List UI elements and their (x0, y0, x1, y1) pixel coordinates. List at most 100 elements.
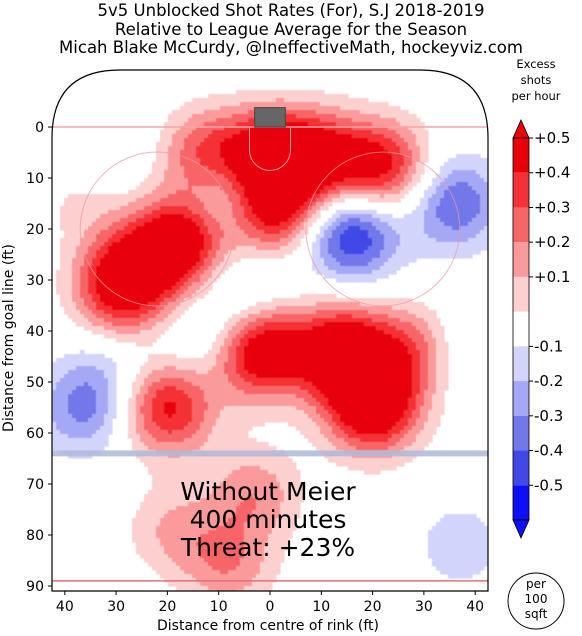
heat-cell (308, 162, 313, 167)
heat-cell (116, 278, 121, 283)
heat-cell (260, 182, 265, 187)
heat-cell (288, 314, 293, 319)
heat-cell (216, 138, 221, 143)
heat-cell (244, 230, 249, 235)
heat-cell (76, 214, 81, 219)
heat-cell (288, 190, 293, 195)
heat-cell (196, 138, 201, 143)
heat-cell (372, 326, 377, 331)
heat-cell (244, 194, 249, 199)
heat-cell (112, 214, 117, 219)
heat-cell (340, 254, 345, 259)
heat-cell (224, 350, 229, 355)
heat-cell (300, 142, 305, 147)
heat-cell (120, 298, 125, 303)
heat-cell (100, 254, 105, 259)
heat-cell (56, 290, 61, 295)
heat-cell (64, 238, 69, 243)
heat-cell (220, 194, 225, 199)
heat-cell (348, 298, 353, 303)
heat-cell (292, 306, 297, 311)
heat-cell (340, 302, 345, 307)
heat-cell (204, 182, 209, 187)
heat-cell (352, 250, 357, 255)
heat-cell (256, 174, 261, 179)
heat-cell (148, 282, 153, 287)
heat-cell (444, 206, 449, 211)
heat-cell (240, 314, 245, 319)
heat-cell (200, 290, 205, 295)
heat-cell (388, 330, 393, 335)
heat-cell (292, 298, 297, 303)
heat-cell (232, 322, 237, 327)
heat-cell (316, 342, 321, 347)
heat-cell (412, 222, 417, 227)
heat-cell (88, 290, 93, 295)
heat-cell (212, 134, 217, 139)
heat-cell (280, 250, 285, 255)
heat-cell (184, 110, 189, 115)
heat-cell (220, 162, 225, 167)
heat-cell (164, 254, 169, 259)
heat-cell (228, 190, 233, 195)
heat-cell (96, 210, 101, 215)
heat-cell (348, 210, 353, 215)
heat-cell (404, 214, 409, 219)
heat-cell (128, 270, 133, 275)
heat-cell (76, 310, 81, 315)
heat-cell (196, 198, 201, 203)
heat-cell (352, 274, 357, 279)
heat-cell (380, 182, 385, 187)
heat-cell (340, 178, 345, 183)
heat-cell (356, 298, 361, 303)
heat-cell (380, 218, 385, 223)
heat-cell (476, 238, 481, 243)
heat-cell (288, 354, 293, 359)
heat-cell (360, 150, 365, 155)
heat-cell (296, 230, 301, 235)
heat-cell (204, 282, 209, 287)
heat-cell (116, 262, 121, 267)
heat-cell (348, 346, 353, 351)
heat-cell (220, 110, 225, 115)
heat-cell (240, 242, 245, 247)
heat-cell (244, 338, 249, 343)
heat-cell (224, 118, 229, 123)
heat-cell (240, 254, 245, 259)
heat-cell (176, 286, 181, 291)
heat-cell (120, 322, 125, 327)
heat-cell (472, 190, 477, 195)
heat-cell (120, 282, 125, 287)
heat-cell (304, 354, 309, 359)
heat-cell (384, 318, 389, 323)
heat-cell (396, 262, 401, 267)
heat-cell (280, 238, 285, 243)
heat-cell (228, 110, 233, 115)
heat-cell (308, 214, 313, 219)
heat-cell (416, 166, 421, 171)
heat-cell (308, 170, 313, 175)
heat-cell (172, 190, 177, 195)
heat-cell (140, 290, 145, 295)
heat-cell (240, 354, 245, 359)
heat-cell (236, 206, 241, 211)
heat-cell (368, 162, 373, 167)
heat-cell (276, 334, 281, 339)
heat-cell (308, 182, 313, 187)
heat-cell (72, 238, 77, 243)
heat-cell (144, 314, 149, 319)
heat-cell (404, 250, 409, 255)
heat-cell (364, 110, 369, 115)
heat-cell (388, 258, 393, 263)
heat-cell (72, 310, 77, 315)
heat-cell (272, 130, 277, 135)
heat-cell (356, 126, 361, 131)
heat-cell (168, 150, 173, 155)
heat-cell (376, 318, 381, 323)
heat-cell (164, 186, 169, 191)
heat-cell (168, 270, 173, 275)
heat-cell (420, 142, 425, 147)
heat-cell (360, 194, 365, 199)
heat-cell (400, 162, 405, 167)
heat-cell (340, 142, 345, 147)
